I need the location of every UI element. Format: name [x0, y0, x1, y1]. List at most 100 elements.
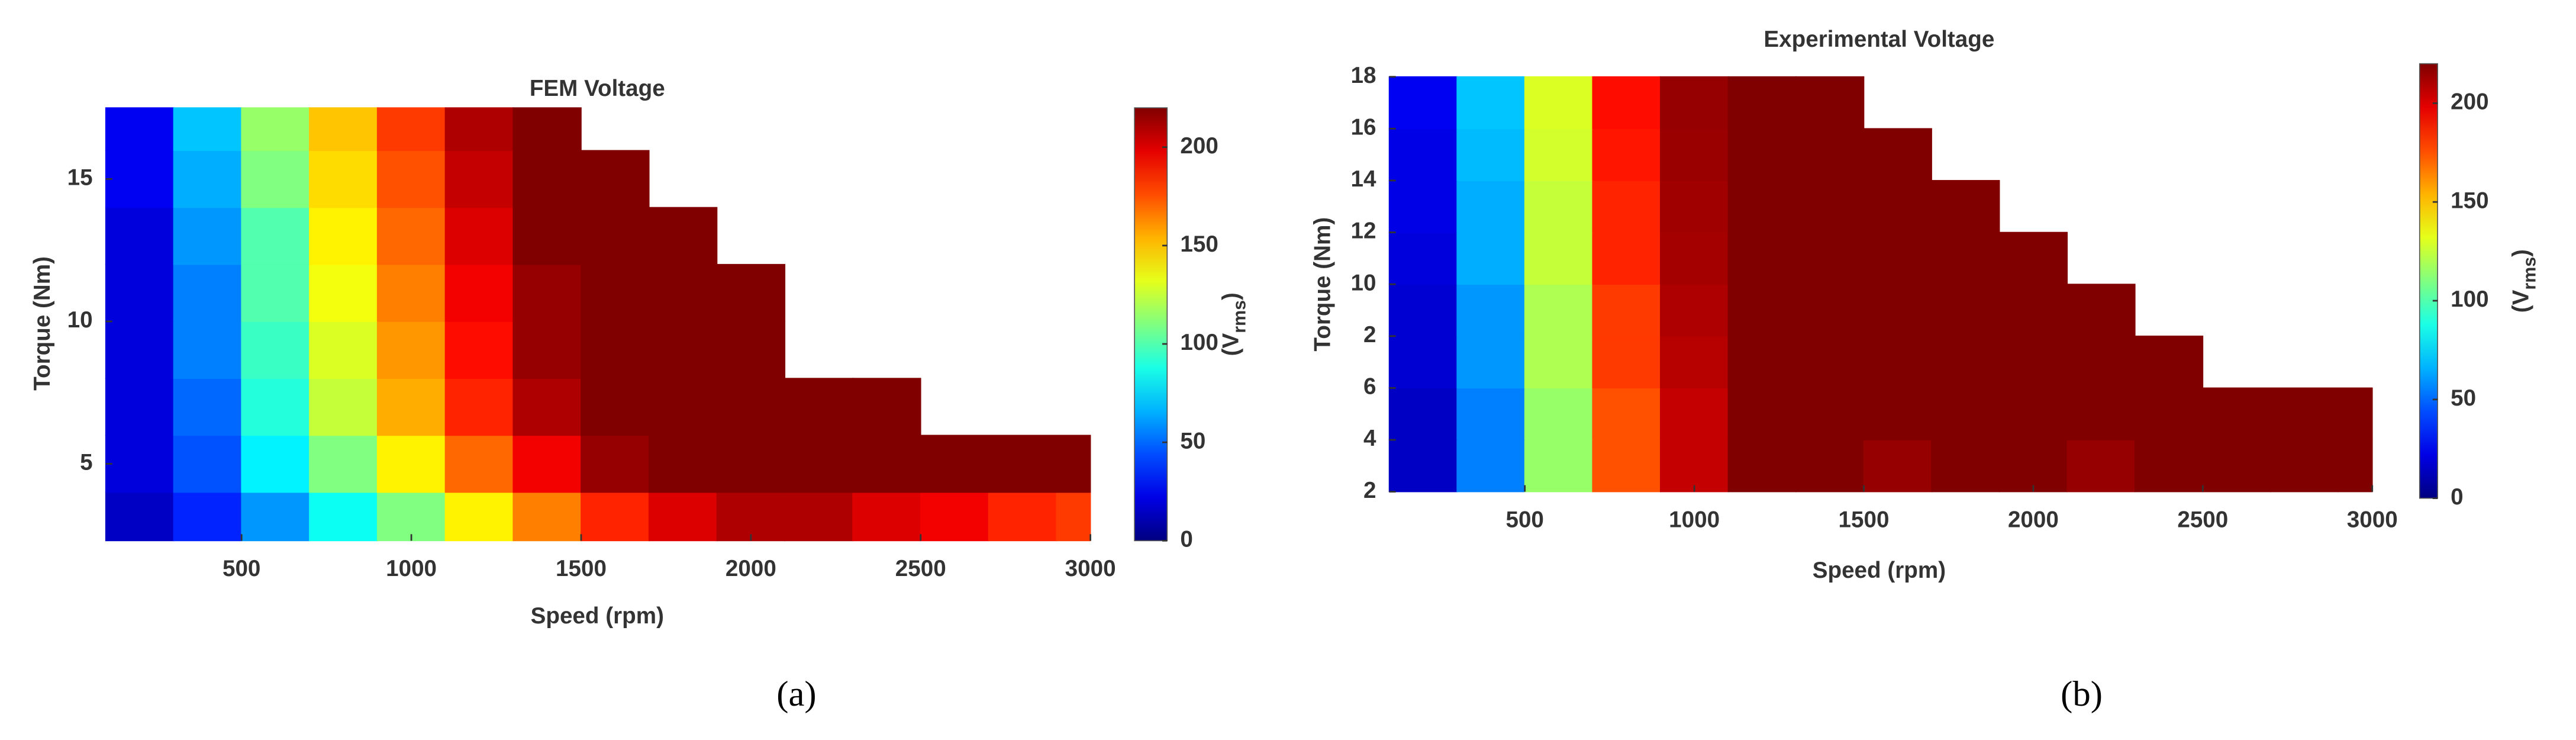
contour-cell — [716, 435, 786, 493]
x-tick-label: 3000 — [2347, 507, 2398, 532]
contour-cell — [1795, 387, 1865, 440]
contour-cell — [648, 491, 718, 542]
contour-cell — [1931, 387, 2000, 440]
contour-cell — [173, 107, 243, 152]
contour-cell — [1388, 284, 1458, 337]
y-tick-label: 4 — [1363, 426, 1376, 451]
contour-cell — [512, 321, 582, 379]
contour-cell — [1660, 180, 1729, 233]
contour-cell — [648, 435, 718, 493]
contour-cell — [1388, 387, 1458, 440]
contour-cell — [512, 378, 582, 436]
contour-cell — [444, 207, 514, 265]
colorbar-tick-label: 0 — [1180, 527, 1192, 552]
contour-cell — [1592, 128, 1661, 181]
contour-cell — [512, 263, 582, 322]
contour-cell — [1388, 180, 1458, 233]
colorbar-tick-label: 100 — [1180, 330, 1218, 355]
contour-cell — [1592, 439, 1661, 493]
contour-cell — [444, 263, 514, 322]
contour-cell — [1727, 387, 1797, 440]
x-tick-label: 2500 — [2177, 507, 2228, 532]
contour-cell — [309, 378, 378, 436]
contour-cell — [1388, 76, 1458, 130]
contour-cell — [1998, 387, 2068, 440]
contour-cell — [241, 435, 310, 493]
contour-cell — [1456, 76, 1526, 130]
contour-cell — [648, 321, 718, 379]
y-tick-label: 2 — [1363, 322, 1376, 348]
contour-cell — [1524, 128, 1594, 181]
contour-cell — [1931, 180, 2000, 233]
contour-cell — [852, 435, 921, 493]
contour-cell — [105, 150, 175, 208]
contour-cell — [1727, 284, 1797, 337]
contour-cell — [581, 263, 650, 322]
colorbar-tick-label: 150 — [1180, 231, 1218, 257]
contour-cell — [512, 491, 582, 542]
contour-cell — [1863, 180, 1932, 233]
y-tick-label: 12 — [1351, 218, 1376, 244]
contour-cell — [1388, 231, 1458, 285]
contour-cell — [1727, 439, 1797, 493]
contour-cell — [1660, 231, 1729, 285]
contour-cell — [1998, 335, 2068, 389]
contour-cell — [241, 321, 310, 379]
contour-cell — [716, 263, 786, 322]
colorbar-label-part: ) — [1218, 292, 1244, 300]
colorbar-tick-label: 200 — [1180, 133, 1218, 159]
contour-cell — [1524, 76, 1594, 130]
contour-cell — [309, 435, 378, 493]
contour-cell — [2066, 387, 2136, 440]
contour-cell — [309, 150, 378, 208]
contour-cell — [1524, 231, 1594, 285]
contour-cell — [1524, 284, 1594, 337]
contour-cell — [376, 321, 446, 379]
contour-cell — [784, 378, 853, 436]
x-tick-label: 2500 — [895, 556, 946, 581]
contour-cell — [1056, 435, 1091, 493]
contour-cell — [1456, 387, 1526, 440]
contour-cell — [2202, 387, 2271, 440]
contour-cell — [241, 107, 310, 152]
contour-cell — [648, 207, 718, 265]
contour-cell — [1524, 387, 1594, 440]
contour-cell — [2338, 387, 2373, 440]
contour-cell — [444, 321, 514, 379]
contour-cell — [1998, 284, 2068, 337]
contour-cell — [1863, 284, 1932, 337]
colorbar-label-sub: rms — [1230, 300, 1249, 333]
contour-cell — [1795, 180, 1865, 233]
contour-cell — [1388, 335, 1458, 389]
colorbar — [1134, 107, 1168, 542]
contour-cell — [1660, 284, 1729, 337]
contour-cell — [1660, 335, 1729, 389]
contour-cell — [444, 150, 514, 208]
contour-cell — [1863, 128, 1932, 181]
contour-cell — [512, 150, 582, 208]
contour-cell — [716, 378, 786, 436]
contour-cell — [1456, 335, 1526, 389]
contour-cell — [512, 107, 582, 152]
colorbar-label-part: (V — [1218, 333, 1244, 356]
contour-cell — [241, 263, 310, 322]
contour-cell — [1456, 128, 1526, 181]
x-tick-label: 500 — [1505, 507, 1543, 532]
y-tick-label: 18 — [1351, 63, 1376, 88]
contour-cell — [648, 378, 718, 436]
contour-cell — [1795, 439, 1865, 493]
contour-cell — [1388, 128, 1458, 181]
y-tick-label: 14 — [1351, 166, 1376, 192]
contour-cell — [1863, 439, 1932, 493]
contour-cell — [1863, 387, 1932, 440]
contour-cell — [1592, 231, 1661, 285]
contour-cell — [2066, 439, 2136, 493]
contour-cell — [309, 491, 378, 542]
y-tick-label: 10 — [67, 307, 93, 333]
contour-cell — [444, 107, 514, 152]
contour-cell — [2270, 387, 2339, 440]
contour-cell — [173, 207, 243, 265]
contour-cell — [784, 491, 853, 542]
contour-cell — [1931, 335, 2000, 389]
x-tick-label: 1500 — [556, 556, 607, 581]
